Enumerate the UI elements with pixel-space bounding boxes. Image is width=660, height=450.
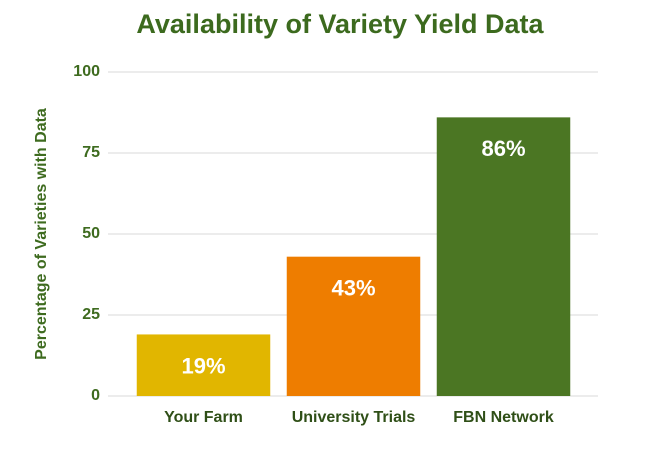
y-tick-label: 0 bbox=[91, 387, 100, 404]
y-tick-label: 50 bbox=[82, 225, 100, 242]
bar bbox=[436, 117, 571, 397]
y-axis-label: Percentage of Varieties with Data bbox=[33, 108, 50, 360]
value-label: 19% bbox=[181, 353, 225, 378]
chart-title: Availability of Variety Yield Data bbox=[136, 9, 544, 39]
value-label: 43% bbox=[331, 275, 375, 300]
bar bbox=[136, 334, 271, 396]
bar bbox=[286, 256, 421, 396]
value-label: 86% bbox=[481, 136, 525, 161]
x-tick-label: Your Farm bbox=[164, 409, 243, 426]
x-tick-label: FBN Network bbox=[453, 409, 554, 426]
y-tick-label: 75 bbox=[82, 144, 100, 161]
y-tick-label: 25 bbox=[82, 306, 100, 323]
x-tick-label: University Trials bbox=[292, 409, 416, 426]
y-tick-label: 100 bbox=[73, 63, 100, 80]
